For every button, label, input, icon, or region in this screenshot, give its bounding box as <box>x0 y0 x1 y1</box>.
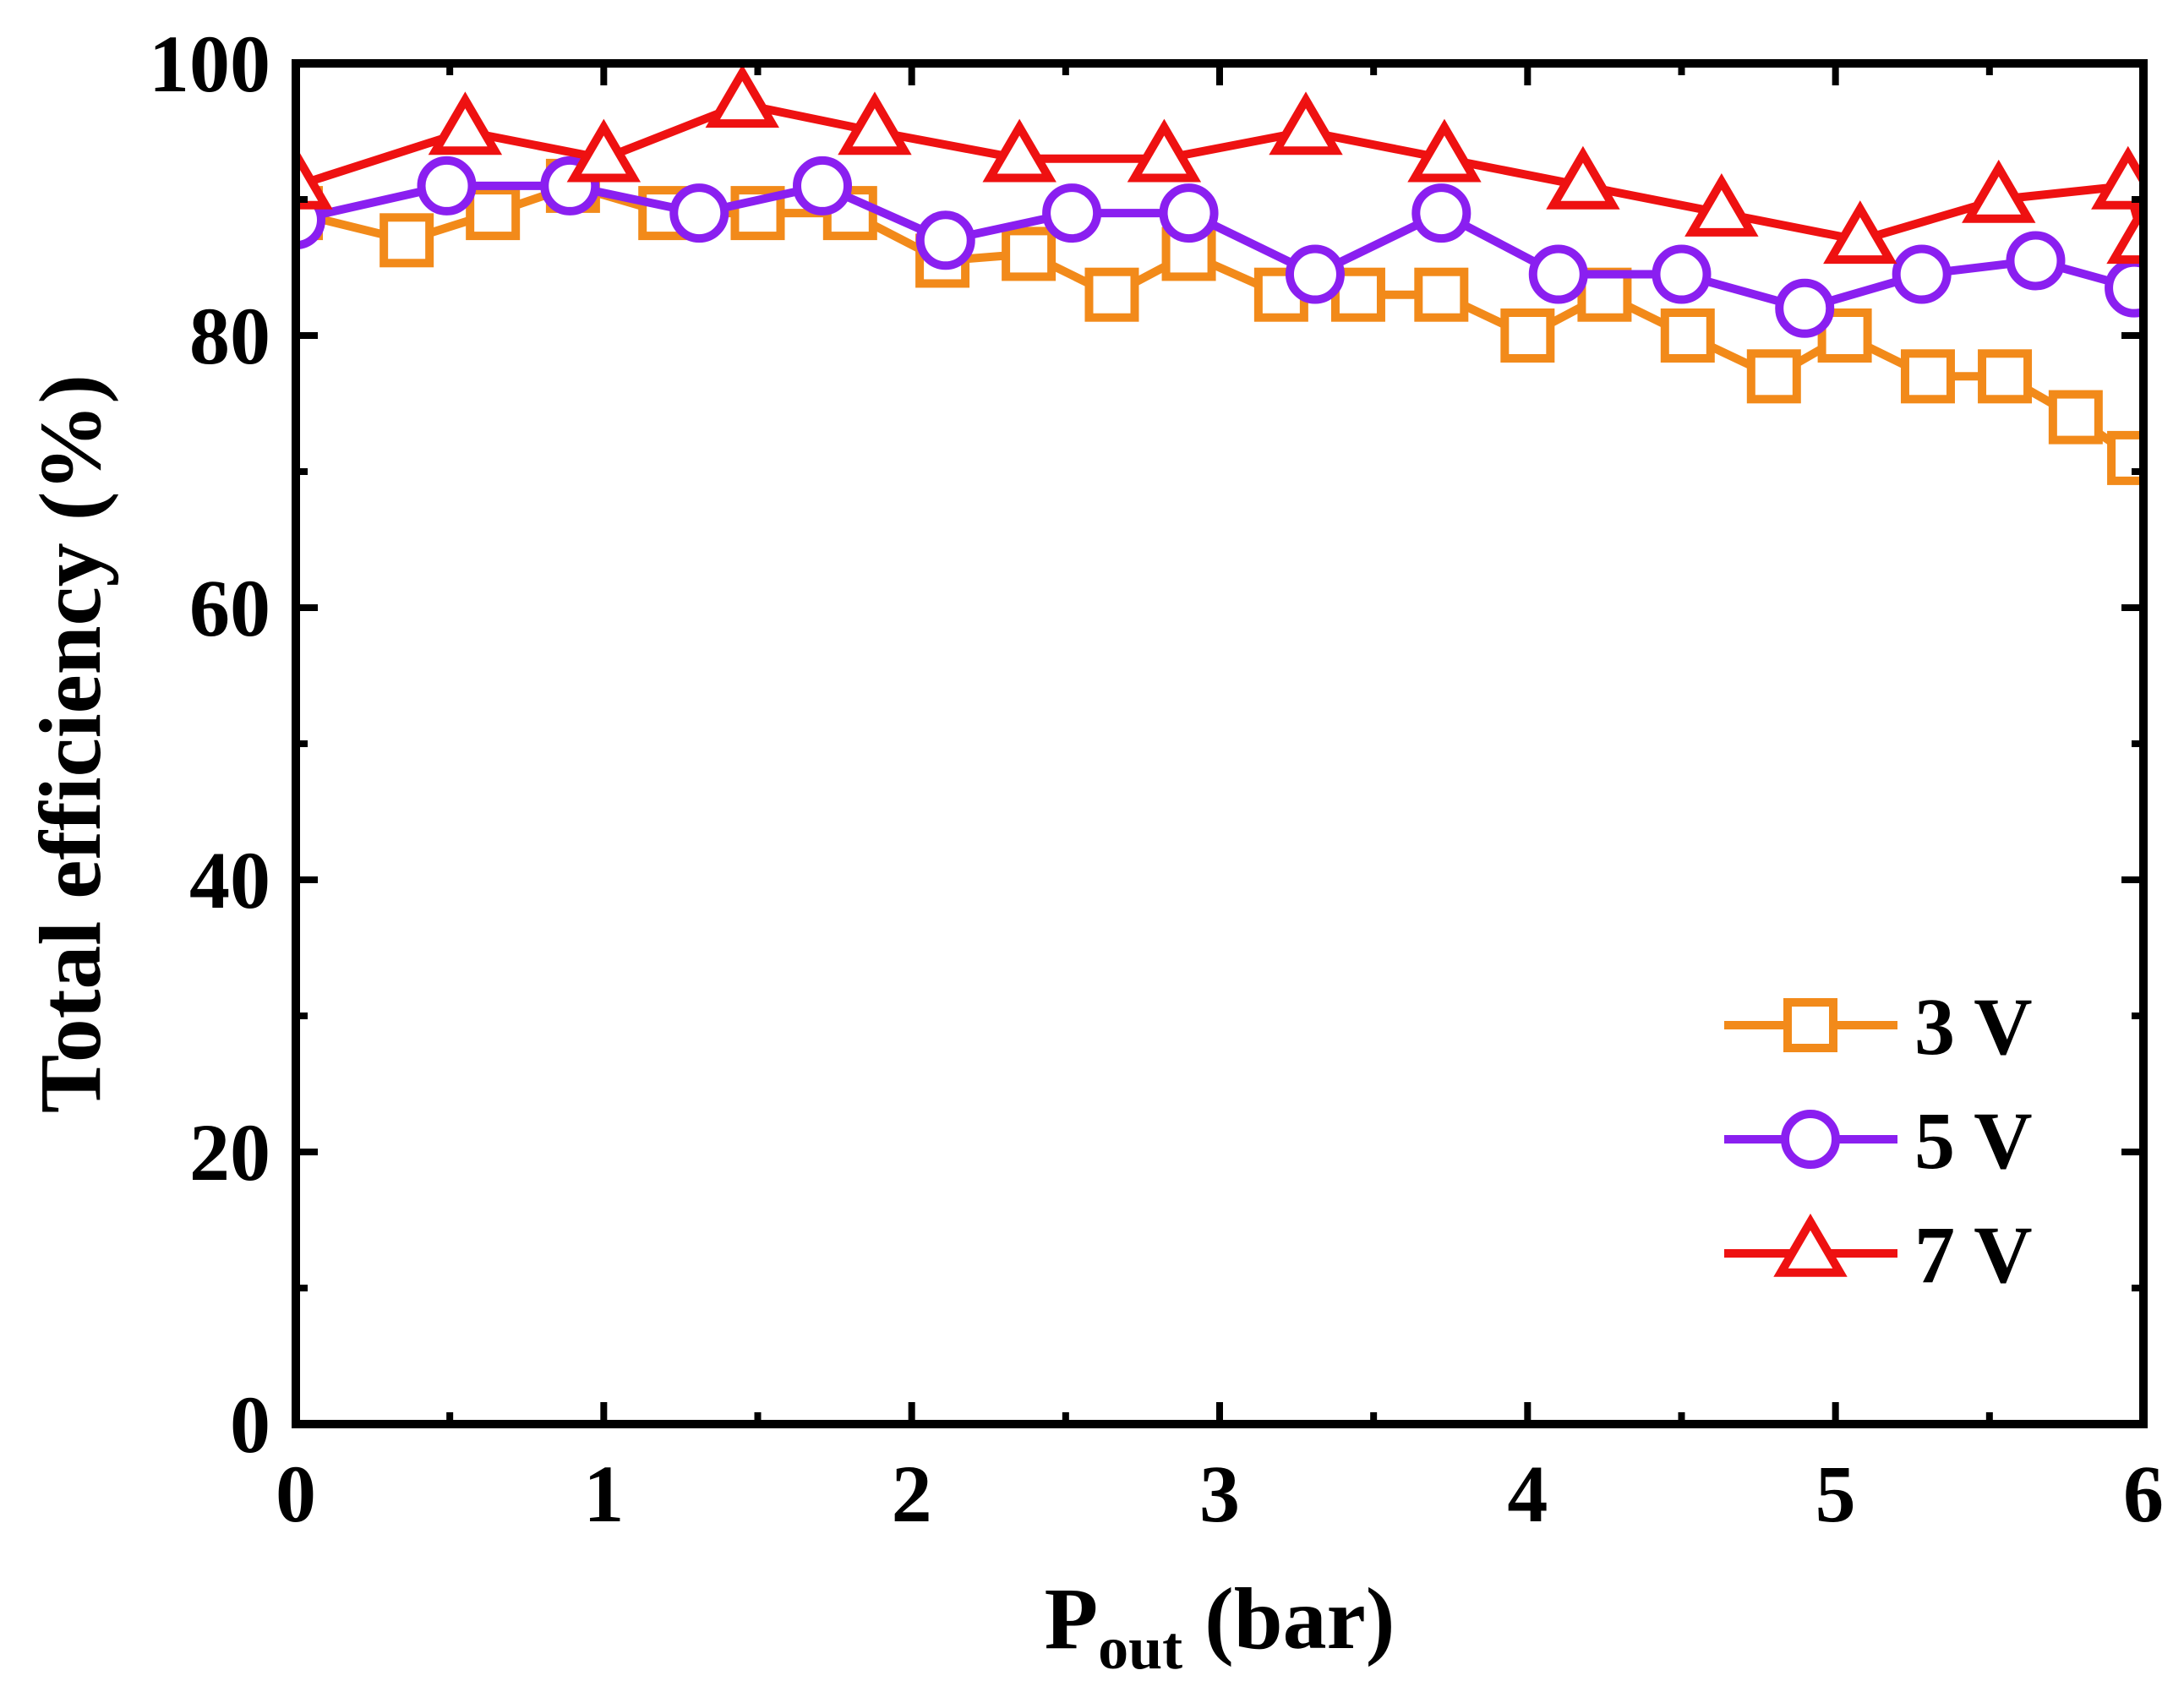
y-tick-label: 80 <box>189 291 270 381</box>
legend-label-5v: 5 V <box>1914 1095 2033 1186</box>
x-tick-label: 4 <box>1507 1449 1548 1539</box>
x-axis-title-subscript: out <box>1098 1614 1182 1682</box>
data-point-7v <box>1269 91 1343 156</box>
data-point-5v <box>669 183 729 243</box>
legend-item-7v: 7 V <box>1724 1209 2033 1300</box>
x-tick-label: 6 <box>2123 1449 2164 1539</box>
x-tick-label: 0 <box>276 1449 316 1539</box>
data-point-5v <box>915 210 975 270</box>
x-axis-title: Pout (bar) <box>1045 1570 1395 1682</box>
data-point-7v <box>1962 159 2036 223</box>
data-point-5v <box>2006 231 2066 291</box>
y-tick-label: 60 <box>189 563 270 653</box>
legend-item-5v: 5 V <box>1724 1095 2033 1186</box>
legend-item-3v: 3 V <box>1724 981 2033 1072</box>
data-point-7v <box>1127 118 1202 183</box>
x-tick-label: 5 <box>1815 1449 1856 1539</box>
data-point-3v <box>1900 349 1955 404</box>
y-tick-label: 20 <box>189 1107 270 1198</box>
data-point-7v <box>1684 172 1759 237</box>
data-point-5v <box>1042 183 1102 243</box>
data-point-7v <box>428 91 503 156</box>
data-point-5v <box>417 156 477 216</box>
data-point-3v <box>379 213 434 268</box>
x-tick-label: 1 <box>583 1449 624 1539</box>
data-point-7v <box>2106 200 2143 265</box>
data-point-7v <box>2091 145 2143 210</box>
data-point-3v <box>1084 267 1139 322</box>
plot-marks <box>296 64 2143 485</box>
data-point-5v <box>1652 244 1712 304</box>
y-tick-label: 40 <box>189 835 270 925</box>
data-point-3v <box>1500 308 1555 363</box>
data-point-7v <box>705 64 779 128</box>
data-point-5v <box>1528 244 1588 304</box>
data-point-7v <box>566 118 642 183</box>
x-axis-title-main: P <box>1045 1570 1099 1668</box>
data-point-3v <box>1746 349 1801 404</box>
legend-marker-5v <box>1781 1110 1840 1169</box>
legend-marker-3v <box>1783 998 1837 1052</box>
data-point-5v <box>1411 183 1471 243</box>
data-point-7v <box>296 145 333 210</box>
x-tick-label: 2 <box>892 1449 932 1539</box>
data-point-5v <box>793 156 853 216</box>
y-axis-title: Total efficiency (%) <box>22 374 119 1113</box>
data-point-5v <box>1159 183 1219 243</box>
data-point-7v <box>1546 145 1620 210</box>
legend-marker-7v <box>1773 1213 1848 1277</box>
data-point-3v <box>466 186 521 241</box>
data-point-5v <box>1892 244 1952 304</box>
series-line-5v <box>296 181 2136 313</box>
legend-label-3v: 3 V <box>1914 981 2033 1072</box>
data-point-3v <box>1577 267 1632 322</box>
data-point-3v <box>1002 227 1057 281</box>
data-point-7v <box>838 91 912 156</box>
legend-label-7v: 7 V <box>1914 1209 2033 1300</box>
data-point-3v <box>2048 390 2103 445</box>
data-point-7v <box>1823 200 1897 265</box>
data-point-5v <box>1285 244 1345 304</box>
legend: 3 V 5 V 7 V <box>1724 981 2033 1300</box>
y-tick-label: 0 <box>230 1379 270 1470</box>
data-point-3v <box>1660 308 1715 363</box>
x-axis-title-unit: (bar) <box>1182 1570 1395 1668</box>
data-point-5v <box>1775 278 1835 338</box>
y-tick-label: 100 <box>149 19 270 109</box>
series-5v <box>296 156 2143 338</box>
data-point-7v <box>982 118 1057 183</box>
data-point-7v <box>1407 118 1482 183</box>
x-tick-label: 3 <box>1199 1449 1240 1539</box>
axis-ticks <box>292 60 2147 1427</box>
data-point-3v <box>1978 349 2033 404</box>
series-7v <box>296 64 2143 265</box>
data-point-3v <box>1414 267 1469 322</box>
data-point-5v <box>2105 258 2143 318</box>
